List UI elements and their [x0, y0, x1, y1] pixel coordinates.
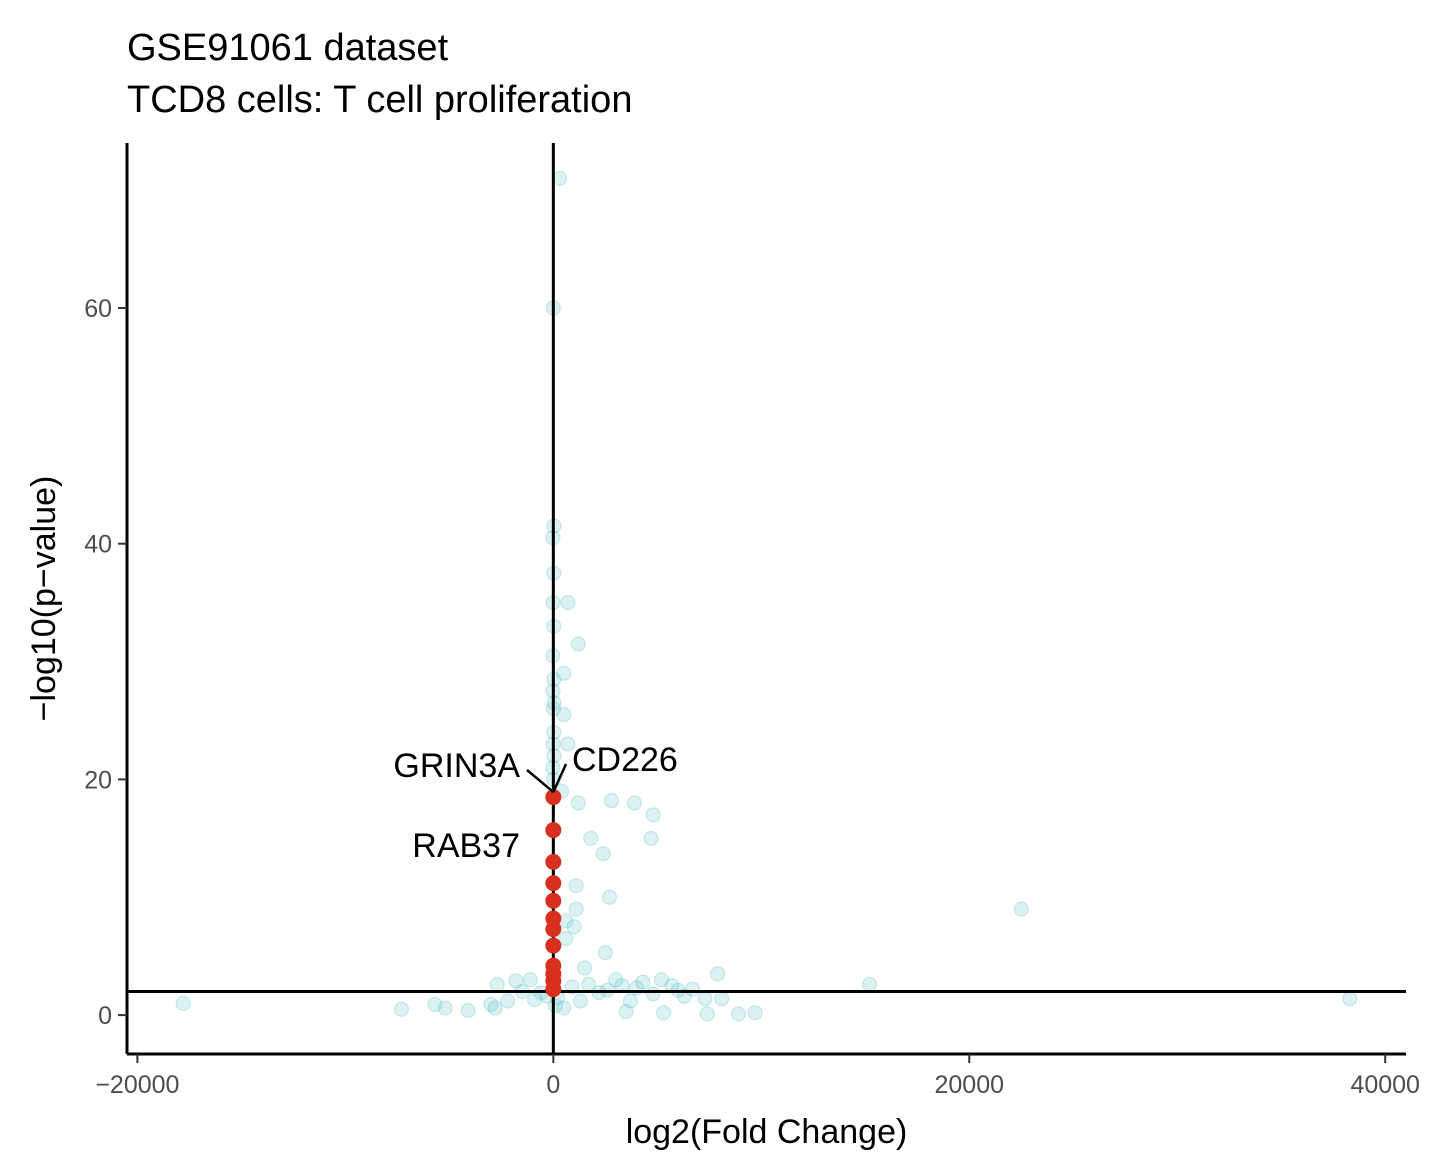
y-tick-label: 0	[98, 1002, 112, 1030]
data-point	[714, 991, 730, 1007]
data-point	[508, 973, 524, 989]
highlighted-point	[545, 937, 562, 954]
data-point	[626, 795, 643, 811]
y-tick-label: 20	[84, 766, 112, 794]
y-tick-label: 60	[84, 295, 112, 323]
y-tick-label: 40	[84, 531, 112, 559]
data-point	[547, 998, 564, 1014]
data-point	[595, 846, 611, 862]
data-point	[427, 996, 443, 1013]
data-point	[570, 636, 586, 652]
data-point	[601, 889, 618, 905]
chart-subtitle: TCD8 cells: T cell proliferation	[127, 79, 632, 121]
data-point	[558, 930, 574, 947]
data-point	[699, 1006, 715, 1022]
chart-title: GSE91061 dataset	[127, 27, 449, 69]
data-point	[861, 976, 878, 993]
data-point	[556, 665, 572, 681]
data-point	[597, 945, 613, 961]
data-point	[570, 795, 586, 811]
annotation-leader-line	[526, 769, 555, 794]
y-axis-title: −log10(p−value)	[25, 476, 63, 722]
data-point	[645, 986, 661, 1002]
data-point	[655, 1005, 672, 1021]
data-point	[697, 991, 713, 1007]
data-point	[645, 807, 661, 823]
x-tick-label: 40000	[1350, 1071, 1420, 1099]
data-point	[685, 981, 701, 997]
data-point	[635, 974, 651, 990]
data-point	[581, 976, 597, 993]
data-point	[499, 993, 516, 1009]
x-tick-label: 20000	[935, 1071, 1005, 1099]
gene-annotations: GRIN3A CD226 RAB37	[393, 741, 677, 865]
data-point	[653, 972, 670, 988]
data-point	[560, 595, 576, 611]
data-point	[175, 995, 191, 1011]
data-point	[730, 1006, 747, 1022]
gene-label: RAB37	[412, 827, 520, 865]
data-point	[568, 901, 584, 917]
data-point	[1013, 901, 1029, 917]
x-axis-title: log2(Fold Change)	[626, 1113, 908, 1151]
highlighted-point	[545, 875, 562, 892]
data-point	[560, 736, 576, 752]
data-point	[483, 996, 499, 1013]
data-point	[568, 877, 584, 894]
data-point	[460, 1002, 476, 1018]
data-point	[608, 972, 624, 988]
data-point	[572, 993, 588, 1009]
data-point	[487, 1000, 503, 1016]
data-point	[437, 1000, 453, 1016]
gene-label: GRIN3A	[393, 747, 520, 785]
highlighted-point	[545, 892, 562, 909]
data-point	[489, 976, 505, 993]
gene-label: CD226	[572, 741, 678, 779]
highlighted-point	[545, 981, 562, 998]
data-point	[583, 830, 599, 846]
data-point	[522, 972, 539, 988]
data-point	[643, 830, 659, 846]
data-point	[603, 793, 620, 809]
data-point	[393, 1001, 410, 1017]
data-point	[576, 960, 593, 976]
data-point	[622, 993, 638, 1009]
data-point	[566, 919, 582, 935]
annotation-leader-line	[552, 763, 568, 793]
highlighted-point	[545, 822, 562, 839]
highlighted-point	[545, 853, 562, 870]
x-axis-ticks: −20000 0 20000 40000	[95, 1054, 1420, 1099]
highlighted-point	[545, 921, 562, 938]
data-point	[1342, 991, 1358, 1007]
background-points	[175, 170, 1358, 1022]
data-point	[747, 1005, 763, 1021]
data-point	[556, 1000, 572, 1016]
data-point	[710, 966, 726, 982]
data-point	[556, 706, 572, 723]
highlighted-points	[545, 789, 562, 998]
x-tick-label: −20000	[95, 1071, 179, 1099]
y-axis-ticks: 0 20 40 60	[84, 295, 127, 1030]
x-tick-label: 0	[546, 1071, 560, 1099]
highlighted-point	[545, 789, 562, 806]
data-point	[618, 1003, 634, 1020]
